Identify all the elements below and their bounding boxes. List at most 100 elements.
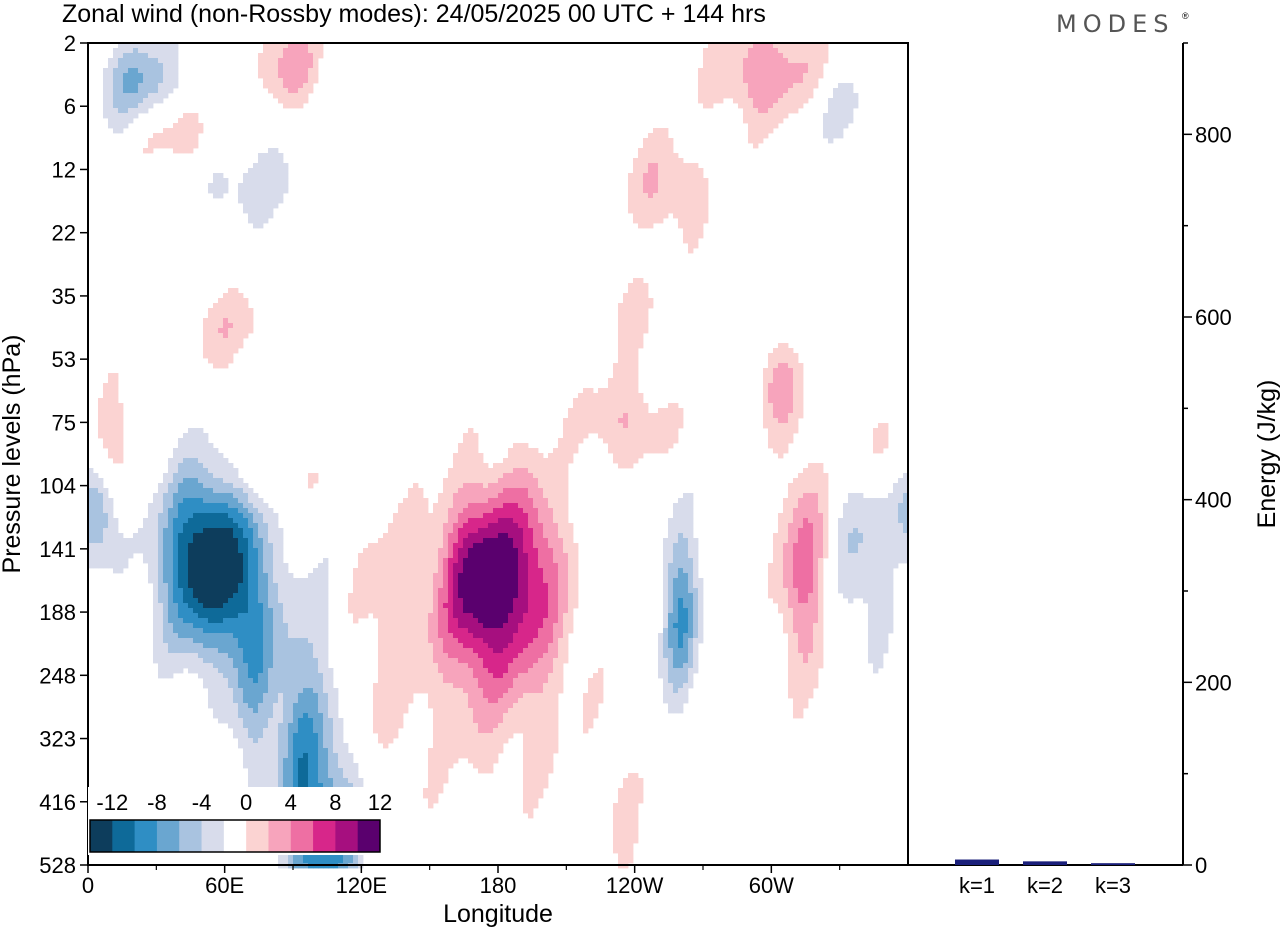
wind-cell — [693, 613, 699, 619]
wind-cell — [648, 413, 654, 419]
wind-cell — [263, 193, 269, 199]
wind-cell — [903, 483, 909, 489]
wind-cell — [678, 513, 684, 519]
wind-cell — [218, 583, 224, 589]
wind-cell — [223, 463, 229, 469]
wind-cell — [113, 398, 119, 404]
wind-cell — [768, 103, 774, 109]
wind-cell — [453, 453, 459, 459]
wind-cell — [788, 388, 794, 394]
wind-cell — [243, 193, 249, 199]
wind-cell — [223, 548, 229, 554]
wind-cell — [473, 498, 479, 504]
wind-cell — [568, 548, 574, 554]
wind-cell — [293, 593, 299, 599]
wind-cell — [528, 523, 534, 529]
wind-cell — [278, 573, 284, 579]
wind-cell — [768, 93, 774, 99]
wind-cell — [233, 533, 239, 539]
wind-cell — [283, 603, 289, 609]
wind-cell — [838, 578, 844, 584]
wind-cell — [643, 293, 649, 299]
wind-cell — [813, 63, 819, 69]
wind-cell — [523, 533, 529, 539]
wind-cell — [163, 583, 169, 589]
wind-cell — [548, 558, 554, 564]
wind-cell — [108, 523, 114, 529]
wind-cell — [848, 598, 854, 604]
wind-cell — [358, 573, 364, 579]
wind-cell — [603, 408, 609, 414]
wind-cell — [98, 483, 104, 489]
wind-cell — [103, 508, 109, 514]
wind-cell — [903, 528, 909, 534]
wind-cell — [118, 73, 124, 79]
wind-cell — [738, 103, 744, 109]
wind-cell — [523, 608, 529, 614]
wind-cell — [563, 578, 569, 584]
wind-cell — [498, 498, 504, 504]
wind-cell — [258, 503, 264, 509]
wind-cell — [658, 143, 664, 149]
wind-cell — [558, 548, 564, 554]
wind-cell — [878, 568, 884, 574]
wind-cell — [178, 463, 184, 469]
wind-cell — [663, 553, 669, 559]
wind-cell — [688, 198, 694, 204]
wind-cell — [873, 528, 879, 534]
wind-cell — [188, 608, 194, 614]
wind-cell — [148, 103, 154, 109]
wind-cell — [478, 513, 484, 519]
wind-cell — [588, 393, 594, 399]
wind-cell — [628, 333, 634, 339]
wind-cell — [188, 618, 194, 624]
wind-cell — [693, 238, 699, 244]
wind-cell — [588, 423, 594, 429]
wind-cell — [798, 563, 804, 569]
wind-cell — [848, 113, 854, 119]
wind-cell — [538, 563, 544, 569]
wind-cell — [853, 518, 859, 524]
wind-cell — [158, 503, 164, 509]
wind-cell — [213, 183, 219, 189]
wind-cell — [263, 43, 269, 49]
wind-cell — [403, 573, 409, 579]
wind-cell — [583, 398, 589, 404]
wind-cell — [313, 58, 319, 64]
wind-cell — [508, 553, 514, 559]
wind-cell — [193, 458, 199, 464]
wind-cell — [263, 603, 269, 609]
wind-cell — [213, 483, 219, 489]
wind-cell — [798, 483, 804, 489]
wind-cell — [728, 48, 734, 54]
wind-cell — [198, 568, 204, 574]
wind-cell — [798, 593, 804, 599]
wind-cell — [558, 553, 564, 559]
wind-cell — [208, 448, 214, 454]
wind-cell — [163, 78, 169, 84]
wind-cell — [208, 603, 214, 609]
wind-cell — [248, 183, 254, 189]
wind-cell — [798, 93, 804, 99]
wind-cell — [443, 543, 449, 549]
wind-cell — [483, 493, 489, 499]
wind-cell — [463, 613, 469, 619]
wind-cell — [238, 493, 244, 499]
wind-cell — [203, 433, 209, 439]
wind-cell — [253, 533, 259, 539]
wind-cell — [183, 613, 189, 619]
wind-cell — [553, 518, 559, 524]
wind-cell — [478, 538, 484, 544]
wind-cell — [113, 528, 119, 534]
wind-cell — [638, 318, 644, 324]
wind-cell — [263, 53, 269, 59]
wind-cell — [673, 178, 679, 184]
wind-cell — [463, 608, 469, 614]
wind-cell — [353, 613, 359, 619]
wind-cell — [673, 408, 679, 414]
wind-cell — [698, 93, 704, 99]
wind-cell — [108, 73, 114, 79]
wind-cell — [498, 588, 504, 594]
wind-cell — [183, 443, 189, 449]
wind-cell — [513, 598, 519, 604]
